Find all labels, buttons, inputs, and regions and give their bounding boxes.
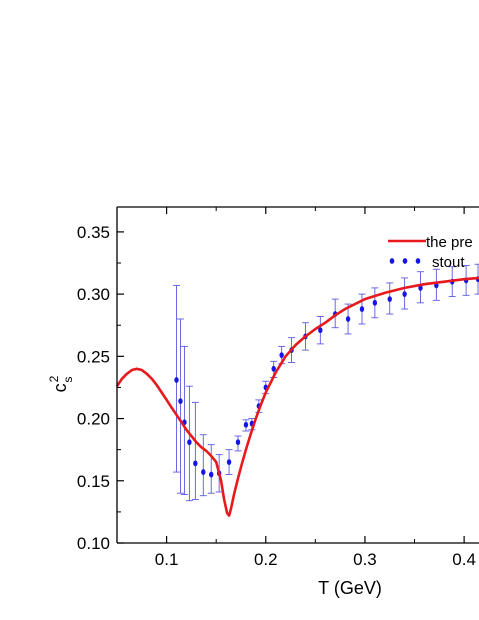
data-point [318, 327, 323, 334]
y-tick-label: 0.15 [77, 472, 110, 491]
y-tick-label: 0.35 [77, 223, 110, 242]
data-point [279, 352, 284, 358]
y-tick-label: 0.30 [77, 285, 110, 304]
data-point [178, 398, 183, 405]
y-tick-label: 0.20 [77, 410, 110, 429]
legend-dot-swatch [402, 258, 408, 264]
model-curve [115, 276, 479, 517]
data-point [201, 469, 206, 475]
data-point [387, 296, 392, 302]
data-point [345, 316, 351, 322]
legend-label: the pre [426, 234, 473, 251]
x-tick-label: 0.1 [155, 550, 179, 569]
data-point [226, 459, 232, 466]
data-point [174, 377, 179, 383]
data-point [271, 365, 276, 372]
x-tick-label: 0.2 [254, 550, 278, 569]
y-axis-title-base: c [50, 383, 70, 392]
y-axis-title-sub: s [61, 377, 75, 383]
x-axis-title: T (GeV) [318, 578, 382, 598]
y-axis-title: c2s [47, 375, 75, 392]
data-point [235, 439, 241, 446]
legend-label: stout [432, 254, 465, 271]
data-point [402, 291, 407, 298]
x-tick-label: 0.3 [353, 550, 377, 569]
data-point [372, 299, 378, 306]
legend-dot-swatch [415, 258, 421, 264]
y-axis-title-sup: 2 [47, 375, 61, 382]
data-point [359, 306, 365, 312]
data-point [187, 439, 192, 446]
legend-dot-swatch [389, 258, 395, 264]
data-point [209, 471, 214, 478]
y-tick-label: 0.25 [77, 347, 110, 366]
data-point [243, 421, 249, 428]
x-tick-label: 0.4 [452, 550, 476, 569]
data-point [193, 460, 198, 467]
y-tick-label: 0.10 [77, 534, 110, 553]
